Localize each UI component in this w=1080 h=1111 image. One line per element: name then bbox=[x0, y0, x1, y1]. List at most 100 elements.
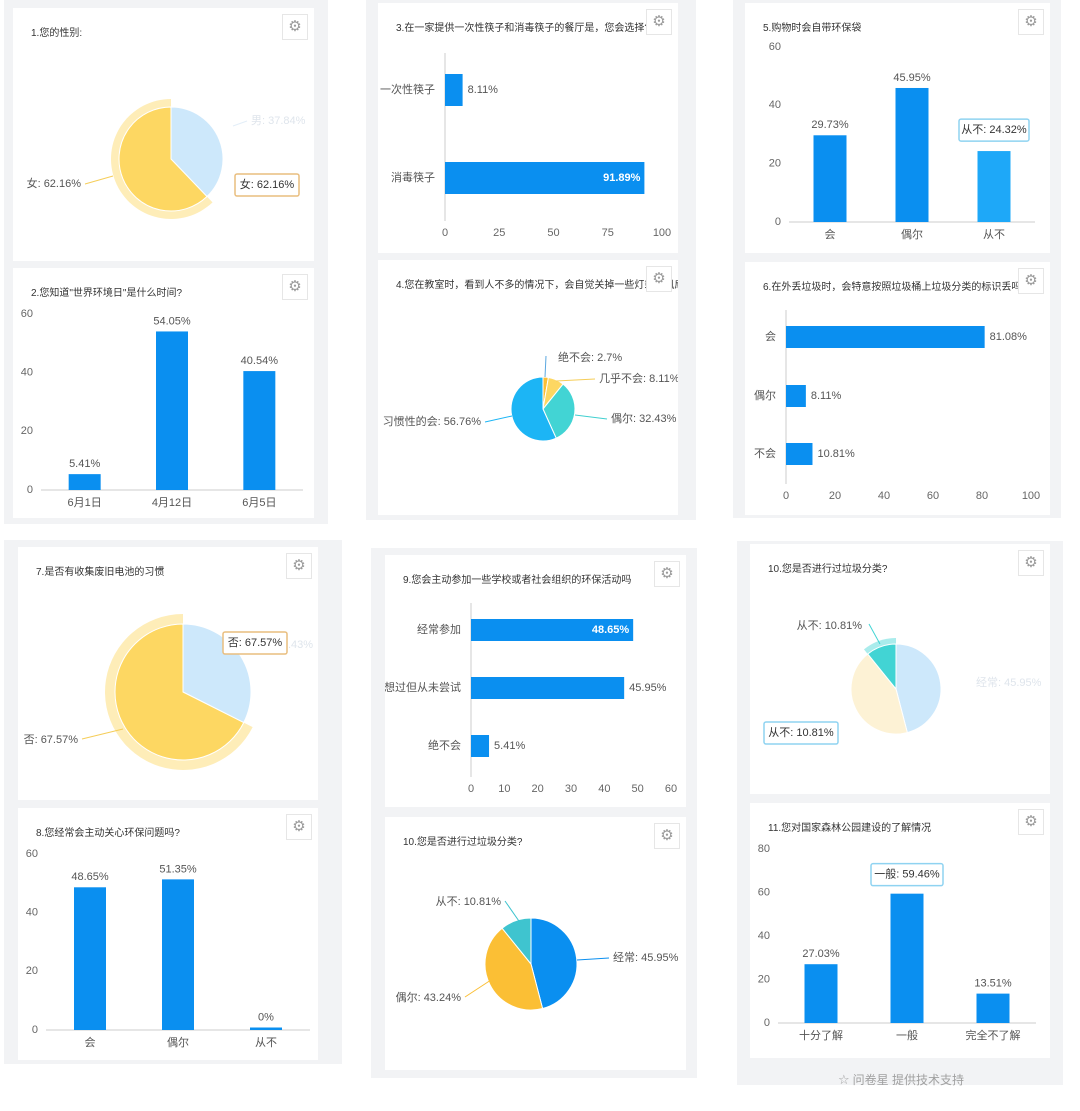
gear-icon[interactable]: ⚙ bbox=[1018, 809, 1044, 835]
bar[interactable] bbox=[977, 151, 1011, 222]
bar-value-label: 0% bbox=[258, 1011, 274, 1023]
chart-card-11: 10.您是否进行过垃圾分类? ⚙ 经常: 45.95% 从不: 10.81% 从不: 1… bbox=[750, 544, 1050, 794]
chart-svg: 0 20 40 60 5.41% 6月1日 54.05% 4月12日 40.54% 6月5日 bbox=[21, 308, 303, 509]
x-tick-label: 从不 bbox=[983, 229, 1005, 241]
bar[interactable] bbox=[156, 331, 188, 490]
gear-icon[interactable]: ⚙ bbox=[646, 9, 672, 35]
bar[interactable] bbox=[786, 326, 985, 348]
chart-title: 5.购物时会自带环保袋 bbox=[763, 23, 862, 34]
y-tick-label: 60 bbox=[769, 41, 781, 53]
pie-slice[interactable] bbox=[850, 653, 908, 735]
bar[interactable] bbox=[445, 162, 645, 194]
gear-icon[interactable]: ⚙ bbox=[282, 14, 308, 40]
chart-card-1: 1.您的性别: ⚙ 男: 37.84% 女: 62.16% 女: 62.16% bbox=[13, 8, 314, 261]
bar[interactable] bbox=[445, 74, 463, 106]
y-tick-label: 绝不会 bbox=[428, 738, 461, 752]
bar[interactable] bbox=[895, 87, 929, 223]
gear-icon[interactable]: ⚙ bbox=[654, 561, 680, 587]
chart-title: 8.您经常会主动关心环保问题吗? bbox=[36, 828, 180, 839]
chart-card-8: 8.您经常会主动关心环保问题吗? ⚙ 0 20 40 60 48.65% 会 51.35% 偶尔 0… bbox=[18, 808, 318, 1060]
bar-value-label: 5.41% bbox=[494, 740, 525, 752]
gear-icon[interactable]: ⚙ bbox=[1018, 9, 1044, 35]
pie-slice[interactable] bbox=[530, 917, 578, 1010]
x-tick-label: 50 bbox=[632, 783, 644, 795]
x-tick-label: 40 bbox=[598, 783, 610, 795]
bar-value-label: 13.51% bbox=[974, 978, 1012, 990]
slice-label: 几乎不会: 8.11% bbox=[599, 372, 678, 385]
chart-card-7: 7.是否有收集废旧电池的习惯 ⚙ .43% 否: 67.57% 否: 67.57% bbox=[18, 547, 318, 800]
bar[interactable] bbox=[786, 443, 813, 465]
slice-label: 否: 67.57% bbox=[24, 734, 79, 746]
tooltip: 从不: 10.81% bbox=[763, 721, 839, 745]
pie-slice[interactable] bbox=[542, 383, 576, 439]
gear-icon[interactable]: ⚙ bbox=[1018, 268, 1044, 294]
bar[interactable] bbox=[471, 619, 634, 641]
chart-title: 4.您在教室时，看到人不多的情况下，会自觉关掉一些灯或者风扇吗? bbox=[396, 280, 678, 291]
bar[interactable] bbox=[471, 677, 625, 699]
pie-slice[interactable] bbox=[484, 927, 544, 1011]
footer-credit: ☆ 问卷星 提供技术支持 bbox=[838, 1071, 964, 1088]
bar[interactable] bbox=[804, 964, 838, 1023]
x-tick-label: 完全不了解 bbox=[966, 1028, 1021, 1042]
chart-svg: 绝不会: 2.7% 几乎不会: 8.11% 偶尔: 32.43% 习惯性的会: 56.… bbox=[383, 350, 678, 442]
gear-icon[interactable]: ⚙ bbox=[1018, 550, 1044, 576]
leader-line bbox=[81, 728, 124, 740]
y-tick-label: 40 bbox=[758, 930, 770, 942]
chart-card-12: 11.您对国家森林公园建设的了解情况 ⚙ 0 20 40 60 80 27.03% 十分了解 一般… bbox=[750, 803, 1050, 1058]
leader-line bbox=[574, 414, 608, 420]
bar[interactable] bbox=[471, 735, 490, 757]
bar-value-label: 48.65% bbox=[592, 624, 630, 636]
chart-title: 10.您是否进行过垃圾分类? bbox=[768, 564, 888, 575]
y-tick-label: 60 bbox=[758, 886, 770, 898]
bar[interactable] bbox=[243, 371, 276, 490]
leader-line bbox=[232, 120, 248, 127]
pie-slice[interactable] bbox=[895, 643, 942, 734]
bar[interactable] bbox=[813, 135, 847, 222]
x-tick-label: 75 bbox=[602, 227, 614, 239]
y-tick-label: 40 bbox=[769, 99, 781, 111]
y-tick-label: 40 bbox=[26, 907, 38, 919]
x-tick-label: 80 bbox=[976, 490, 988, 502]
x-tick-label: 从不 bbox=[255, 1037, 277, 1049]
pie-slice[interactable] bbox=[170, 106, 224, 198]
leader-line bbox=[576, 957, 610, 961]
bar[interactable] bbox=[74, 887, 106, 1030]
gear-icon[interactable]: ⚙ bbox=[654, 823, 680, 849]
bar-value-label: 40.54% bbox=[241, 355, 279, 367]
tooltip-text: 否: 67.57% bbox=[228, 637, 283, 649]
gear-icon[interactable]: ⚙ bbox=[286, 553, 312, 579]
bar[interactable] bbox=[68, 474, 101, 490]
pie-slice[interactable] bbox=[114, 623, 245, 761]
bar[interactable] bbox=[890, 893, 924, 1023]
x-tick-label: 40 bbox=[878, 490, 890, 502]
bar[interactable] bbox=[786, 385, 806, 407]
x-tick-label: 6月5日 bbox=[242, 497, 276, 509]
leader-line bbox=[555, 378, 596, 382]
x-tick-label: 20 bbox=[532, 783, 544, 795]
chart-card-5: 5.购物时会自带环保袋 ⚙ 0 20 40 60 29.73% 会 45.95% 偶尔 从不 从不: … bbox=[745, 3, 1050, 253]
tooltip-box bbox=[870, 862, 944, 887]
gear-icon[interactable]: ⚙ bbox=[286, 814, 312, 840]
y-tick-label: 经常参加 bbox=[417, 622, 461, 636]
chart-title: 10.您是否进行过垃圾分类? bbox=[403, 837, 523, 848]
pie-slice[interactable] bbox=[118, 106, 208, 212]
x-tick-label: 0 bbox=[442, 227, 448, 239]
x-tick-label: 20 bbox=[829, 490, 841, 502]
gear-icon[interactable]: ⚙ bbox=[646, 266, 672, 292]
slice-label: 经常: 45.95% bbox=[976, 676, 1042, 689]
pie-slice[interactable] bbox=[867, 643, 897, 691]
y-tick-label: 会 bbox=[765, 330, 776, 343]
pie-slice[interactable] bbox=[501, 917, 532, 966]
chart-title: 11.您对国家森林公园建设的了解情况 bbox=[768, 823, 932, 834]
x-tick-label: 50 bbox=[547, 227, 559, 239]
bar-value-label: 91.89% bbox=[603, 172, 641, 184]
bar[interactable] bbox=[250, 1027, 282, 1031]
tooltip: 否: 67.57% bbox=[222, 631, 288, 655]
bar-value-label: 81.08% bbox=[990, 331, 1028, 343]
bar[interactable] bbox=[162, 879, 194, 1030]
bar[interactable] bbox=[976, 993, 1010, 1023]
gear-icon[interactable]: ⚙ bbox=[282, 274, 308, 300]
bar-value-label: 45.95% bbox=[893, 72, 931, 84]
slice-label: 从不: 10.81% bbox=[797, 620, 863, 632]
chart-title: 2.您知道"世界环境日"是什么时间? bbox=[31, 288, 183, 299]
